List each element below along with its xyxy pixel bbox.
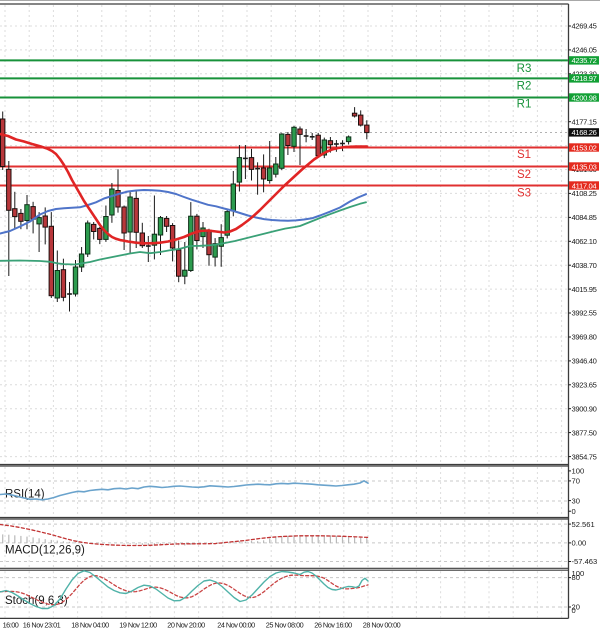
svg-text:80: 80 [572,573,580,582]
svg-text:25 Nov 08:00: 25 Nov 08:00 [266,621,304,630]
svg-text:30: 30 [572,496,580,505]
svg-text:52.561: 52.561 [572,520,595,529]
svg-text:26 Nov 16:00: 26 Nov 16:00 [314,621,352,630]
svg-text:-57.463: -57.463 [572,557,598,566]
svg-text:3877.50: 3877.50 [572,428,597,437]
svg-text:4117.04: 4117.04 [572,181,597,190]
svg-text:28 Nov 00:00: 28 Nov 00:00 [363,621,401,630]
svg-text:19 Nov 12:00: 19 Nov 12:00 [119,621,157,630]
svg-text:R3: R3 [517,63,532,75]
svg-text:0: 0 [572,507,576,516]
svg-text:4235.72: 4235.72 [572,56,597,65]
svg-text:3992.55: 3992.55 [572,309,597,318]
svg-text:4177.15: 4177.15 [572,117,597,126]
svg-text:70: 70 [572,477,580,486]
svg-text:3854.75: 3854.75 [572,452,597,461]
svg-text:S1: S1 [517,149,531,161]
svg-text:3900.90: 3900.90 [572,404,597,413]
svg-text:16 Nov 23:01: 16 Nov 23:01 [23,621,61,630]
svg-text:4062.10: 4062.10 [572,237,597,246]
svg-text:20 Nov 20:00: 20 Nov 20:00 [167,621,205,630]
svg-text:MACD(12,26,9): MACD(12,26,9) [5,545,85,557]
svg-text:3969.80: 3969.80 [572,333,597,342]
svg-text:100: 100 [572,569,585,578]
svg-text:3946.40: 3946.40 [572,357,597,366]
svg-text:4108.25: 4108.25 [572,189,597,198]
svg-text:16:00: 16:00 [3,621,19,630]
svg-text:0: 0 [572,606,576,615]
svg-text:4084.85: 4084.85 [572,213,597,222]
svg-text:4168.26: 4168.26 [572,128,597,137]
svg-text:R1: R1 [517,99,532,111]
svg-text:100: 100 [572,467,585,476]
svg-text:4269.45: 4269.45 [572,22,597,31]
svg-text:24 Nov 00:00: 24 Nov 00:00 [217,621,255,630]
svg-text:4200.98: 4200.98 [572,93,597,102]
svg-text:RSI(14): RSI(14) [5,489,45,501]
svg-text:S3: S3 [517,188,531,200]
svg-text:S2: S2 [517,169,531,181]
svg-text:0.00: 0.00 [572,539,587,548]
svg-text:4015.95: 4015.95 [572,285,597,294]
svg-text:20: 20 [572,603,580,612]
svg-text:4135.03: 4135.03 [572,162,597,171]
svg-text:4223.30: 4223.30 [572,70,597,79]
svg-text:4038.70: 4038.70 [572,261,597,270]
svg-text:18 Nov 04:00: 18 Nov 04:00 [71,621,109,630]
svg-text:4218.97: 4218.97 [572,74,597,83]
svg-text:R2: R2 [517,81,532,93]
svg-text:3923.65: 3923.65 [572,381,597,390]
svg-text:4153.02: 4153.02 [572,143,597,152]
svg-text:4246.05: 4246.05 [572,46,597,55]
